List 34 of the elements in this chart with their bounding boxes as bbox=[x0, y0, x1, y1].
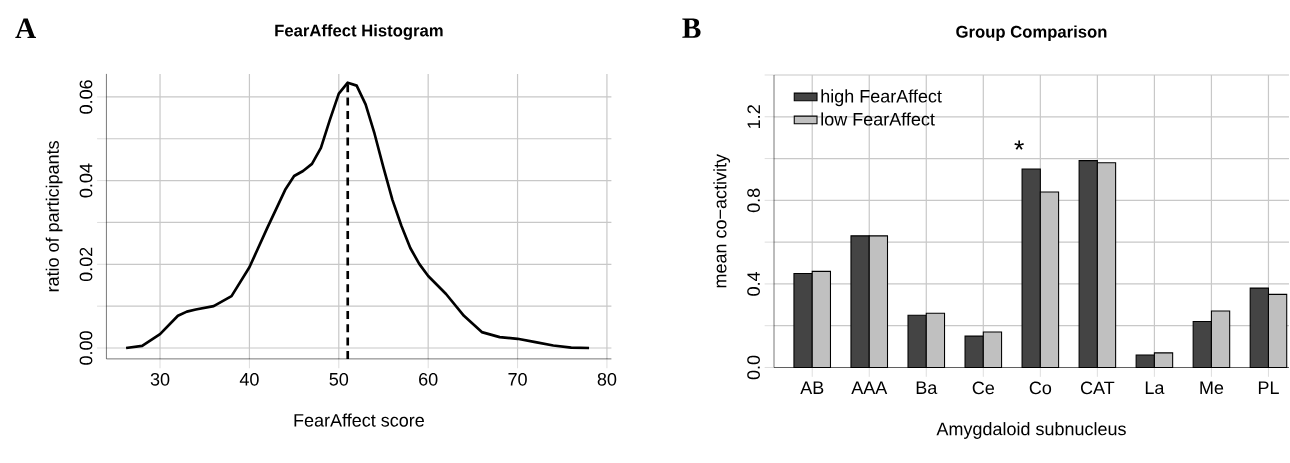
x-tick-label: 40 bbox=[239, 372, 259, 386]
chart-title: Group Comparison bbox=[956, 25, 1107, 41]
y-tick-label: 0.02 bbox=[79, 247, 93, 282]
text: B bbox=[682, 18, 701, 38]
x-tick-label: Me bbox=[1200, 381, 1224, 395]
x-tick-label: CAT bbox=[1080, 381, 1115, 395]
y-tick-label: 0.4 bbox=[747, 271, 760, 296]
y-tick-label: 0.00 bbox=[79, 331, 93, 365]
y-tick-label: 0.0 bbox=[747, 355, 760, 380]
x-tick-label: 70 bbox=[508, 372, 527, 386]
x-tick-label: La bbox=[1145, 381, 1165, 395]
y-tick-label: 0.06 bbox=[79, 80, 93, 114]
x-tick-label: PL bbox=[1258, 381, 1279, 394]
annotation: * bbox=[1014, 140, 1024, 150]
y-tick-label: 0.8 bbox=[747, 188, 760, 213]
legend-label: low FearAffect bbox=[821, 112, 935, 126]
x-tick-label: 30 bbox=[150, 372, 170, 386]
legend-label: high FearAffect bbox=[821, 89, 942, 107]
x-tick-label: 80 bbox=[597, 372, 617, 386]
y-tick-label: 1.2 bbox=[747, 105, 760, 128]
y-axis-title: ratio of participants bbox=[45, 141, 63, 292]
x-tick-label: Co bbox=[1029, 381, 1052, 395]
x-tick-label: AB bbox=[800, 381, 824, 394]
x-axis-title: Amygdaloid subnucleus bbox=[936, 422, 1126, 439]
y-axis-title: mean co−activity bbox=[713, 154, 731, 288]
x-tick-label: AAA bbox=[851, 381, 888, 394]
x-tick-label: 60 bbox=[419, 372, 438, 386]
x-tick-label: Ba bbox=[916, 381, 938, 395]
chart-title: FearAffect Histogram bbox=[275, 24, 443, 40]
text: A bbox=[15, 18, 36, 38]
x-tick-label: 50 bbox=[329, 372, 349, 386]
x-axis-title: FearAffect score bbox=[294, 413, 424, 427]
x-tick-label: Ce bbox=[972, 381, 995, 395]
y-tick-label: 0.04 bbox=[79, 163, 93, 198]
